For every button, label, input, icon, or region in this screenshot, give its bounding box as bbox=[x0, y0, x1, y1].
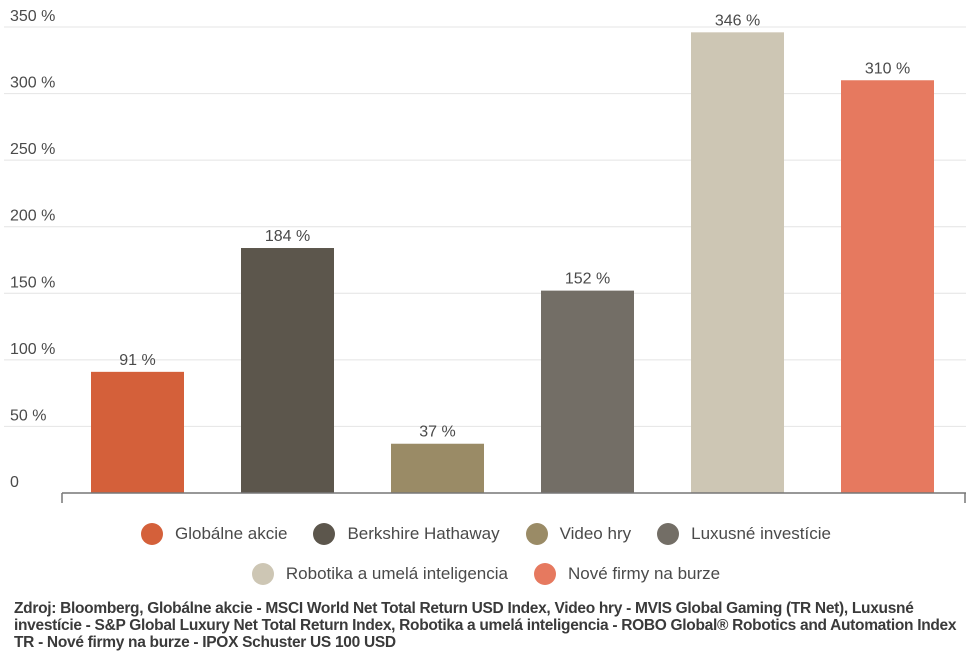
y-tick-label: 50 % bbox=[10, 407, 46, 424]
bars bbox=[91, 32, 934, 493]
legend-label-globalne-akcie: Globálne akcie bbox=[175, 524, 288, 543]
y-tick-label: 250 % bbox=[10, 141, 55, 158]
legend-item-robotika: Robotika a umelá inteligencia bbox=[251, 562, 508, 586]
bar-value-label: 91 % bbox=[119, 352, 155, 369]
legend-label-luxusne-investicie: Luxusné investície bbox=[691, 524, 831, 543]
bar bbox=[841, 80, 934, 493]
legend-label-nove-firmy: Nové firmy na burze bbox=[567, 564, 721, 583]
source-note: Zdroj: Bloomberg, Globálne akcie - MSCI … bbox=[14, 600, 957, 651]
y-tick-label: 300 % bbox=[10, 75, 55, 92]
bar bbox=[91, 371, 184, 493]
legend-row-1: Globálne akcie Berkshire Hathaway Video … bbox=[0, 522, 972, 546]
bar-value-label: 310 % bbox=[865, 60, 910, 77]
grid-lines bbox=[4, 26, 966, 427]
legend-item-luxusne-investicie: Luxusné investície bbox=[657, 522, 831, 546]
legend-item-globalne-akcie: Globálne akcie bbox=[141, 522, 287, 546]
legend-label-video-hry: Video hry bbox=[559, 524, 632, 543]
legend-swatch-luxusne-investicie bbox=[657, 523, 680, 545]
legend-item-nove-firmy: Nové firmy na burze bbox=[533, 562, 721, 586]
x-axis bbox=[61, 492, 966, 503]
y-tick-label: 200 % bbox=[10, 208, 55, 225]
bar bbox=[541, 290, 634, 493]
legend-item-berkshire-hathaway: Berkshire Hathaway bbox=[313, 522, 500, 546]
bar-value-label: 184 % bbox=[265, 228, 310, 245]
y-tick-label: 350 % bbox=[10, 8, 55, 25]
legend-label-berkshire-hathaway: Berkshire Hathaway bbox=[347, 524, 500, 543]
y-tick-label: 0 bbox=[10, 474, 19, 491]
bar-value-label: 37 % bbox=[419, 424, 455, 441]
legend-swatch-robotika bbox=[251, 563, 274, 585]
y-tick-label: 100 % bbox=[10, 341, 55, 358]
y-tick-label: 150 % bbox=[10, 274, 55, 291]
bar-value-label: 346 % bbox=[715, 12, 760, 29]
data-labels: 91 % 184 % 37 % 152 % 346 % 310 % bbox=[119, 12, 910, 440]
legend-swatch-nove-firmy bbox=[533, 563, 556, 585]
bar-value-label: 152 % bbox=[565, 271, 610, 288]
legend-swatch-video-hry bbox=[525, 523, 548, 545]
bar bbox=[391, 443, 484, 493]
bar bbox=[241, 248, 334, 493]
legend-label-robotika: Robotika a umelá inteligencia bbox=[285, 564, 508, 583]
bar bbox=[691, 32, 784, 493]
legend-swatch-globalne-akcie bbox=[141, 523, 163, 545]
legend-row-2: Robotika a umelá inteligencia Nové firmy… bbox=[0, 562, 972, 586]
bar-chart: 0 50 % 100 % 150 % 200 % 250 % 300 % 350 % 91 %… bbox=[4, 8, 966, 503]
legend-swatch-berkshire-hathaway bbox=[313, 523, 336, 545]
legend-item-video-hry: Video hry bbox=[525, 522, 632, 546]
y-axis-tick-labels: 0 50 % 100 % 150 % 200 % 250 % 300 % 350 % bbox=[10, 8, 55, 491]
